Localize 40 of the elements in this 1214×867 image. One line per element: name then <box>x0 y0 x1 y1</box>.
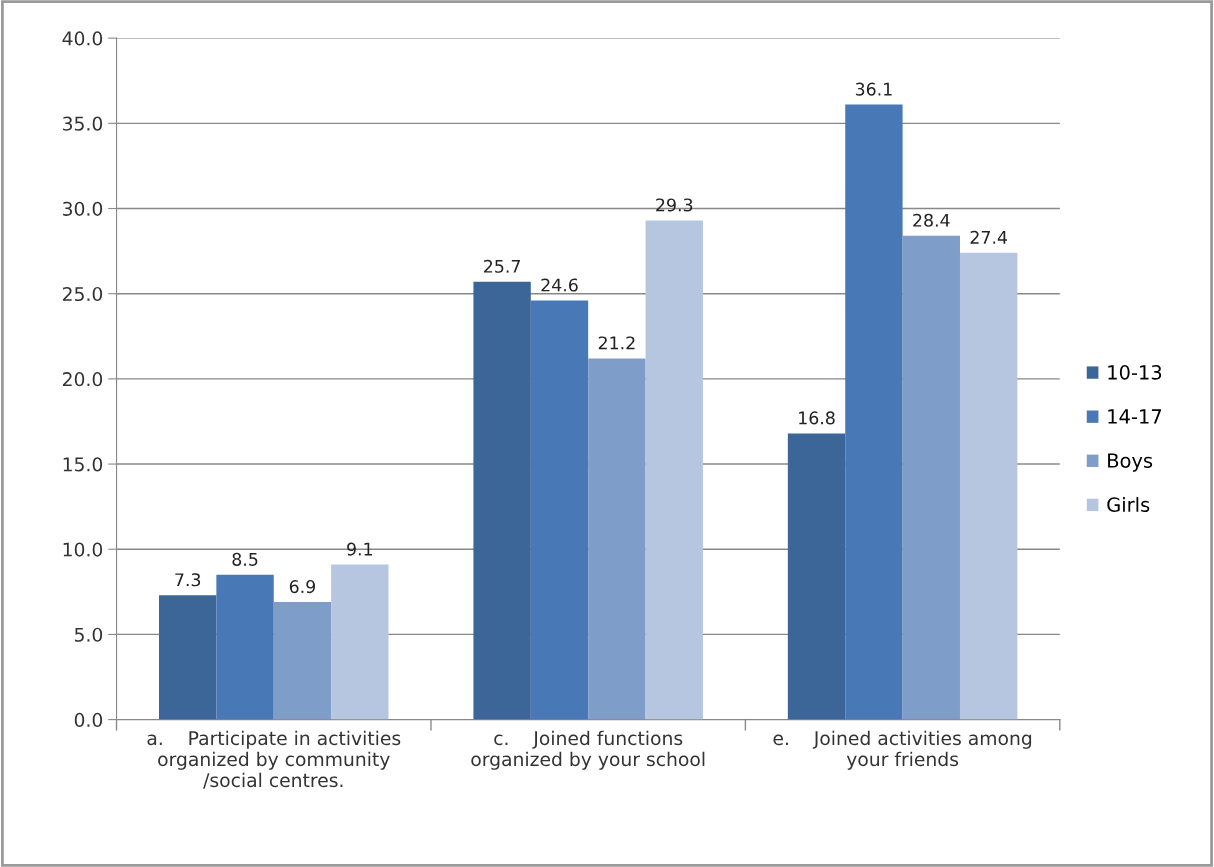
y-tick-label: 5.0 <box>74 627 103 642</box>
legend-label: 14-17 <box>1108 409 1162 424</box>
data-label: 6.9 <box>289 580 316 594</box>
y-tick-label: 10.0 <box>63 542 103 557</box>
x-tick-label: a. Participate in activities organized by community /social centres. <box>147 730 401 789</box>
bar <box>473 281 531 720</box>
bar <box>331 564 389 720</box>
legend-label: Boys <box>1108 453 1153 472</box>
y-tick-label: 40.0 <box>62 31 103 46</box>
y-tick-label: 35.0 <box>63 116 103 131</box>
x-tick-label: e. Joined activities among your friends <box>773 730 1032 770</box>
bar <box>902 235 960 720</box>
data-label: 16.8 <box>799 411 835 425</box>
data-label: 29.3 <box>656 198 693 212</box>
bar <box>588 358 646 720</box>
bar <box>216 574 274 720</box>
bar <box>645 220 703 720</box>
data-label: 36.1 <box>855 82 892 96</box>
bar <box>530 300 589 720</box>
y-tick-label: 0.0 <box>74 712 103 727</box>
legend-label: 10-13 <box>1108 365 1162 380</box>
data-label: 24.6 <box>541 278 578 292</box>
y-tick-label: 15.0 <box>63 457 103 472</box>
data-label: 9.1 <box>347 542 373 556</box>
bar <box>845 104 903 720</box>
data-label: 21.2 <box>598 336 635 350</box>
data-label: 8.5 <box>232 552 258 566</box>
bar <box>273 602 332 720</box>
data-label: 25.7 <box>484 259 520 273</box>
x-tick-label: c. Joined functions organized by your school <box>471 730 705 770</box>
bar <box>959 252 1018 720</box>
data-label: 7.3 <box>175 573 201 587</box>
y-tick-label: 30.0 <box>63 201 103 216</box>
legend-label: Girls <box>1107 496 1150 512</box>
y-tick-label: 25.0 <box>62 286 103 302</box>
data-label: 27.4 <box>970 230 1008 244</box>
y-tick-label: 20.0 <box>62 372 103 387</box>
data-label: 28.4 <box>913 213 950 227</box>
bar <box>158 595 217 720</box>
bar <box>787 433 846 720</box>
